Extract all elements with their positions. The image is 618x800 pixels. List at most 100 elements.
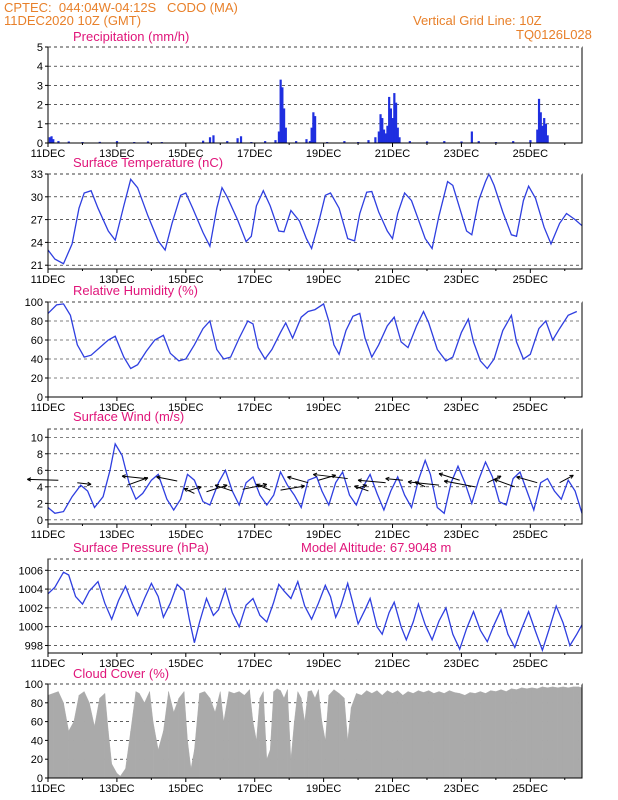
wind-arrow-head: [183, 487, 189, 492]
pressure-ytick-label: 998: [25, 640, 43, 652]
cloud-area: [233, 691, 240, 779]
cloud-area: [58, 691, 64, 779]
precip-bar: [537, 98, 541, 143]
cloud-area: [163, 691, 169, 779]
cloud-area: [490, 690, 497, 779]
cloud-area: [344, 698, 348, 779]
wind-arrow-head: [287, 475, 292, 480]
precip-bar: [314, 116, 317, 143]
rh-xtick-label: 13DEC: [99, 402, 135, 414]
precip-xtick-label: 11DEC: [31, 148, 66, 160]
wind-arrow: [438, 473, 460, 481]
cloud-area: [73, 695, 80, 779]
temp-xtick-label: 19DEC: [306, 274, 342, 286]
precip-bar: [512, 141, 515, 143]
wind-arrow: [256, 483, 271, 491]
temp-xtick-label: 15DEC: [168, 274, 204, 286]
precip-bar: [460, 141, 463, 143]
temp-ytick-label: 33: [31, 169, 43, 181]
rh-xtick-label: 19DEC: [306, 402, 342, 414]
pressure-xtick-label: 21DEC: [375, 658, 411, 670]
wind-title: Surface Wind (m/s): [73, 409, 185, 424]
precip-bar: [212, 135, 215, 143]
wind-arrow-head: [313, 472, 318, 478]
wind-xtick-label: 17DEC: [237, 529, 273, 541]
cloud-area: [469, 692, 476, 779]
precip-bar: [381, 118, 384, 143]
cloud-area: [280, 690, 285, 779]
cloud-area: [190, 749, 195, 779]
cloud-area: [516, 687, 522, 779]
cloud-area: [259, 691, 264, 779]
precip-bar: [379, 114, 382, 143]
cloud-area: [168, 691, 174, 779]
precip-bar: [384, 133, 387, 143]
cloud-area: [449, 690, 455, 779]
precip-ytick-label: 0: [37, 138, 43, 150]
wind-xtick-label: 25DEC: [513, 529, 549, 541]
precip-ytick-label: 5: [37, 42, 43, 54]
cloud-area: [47, 693, 54, 779]
precip-bar: [305, 139, 308, 143]
cloud-area: [266, 749, 271, 779]
cloud-area: [183, 691, 188, 779]
precip-xtick-label: 23DEC: [444, 148, 480, 160]
cloud-area: [220, 691, 224, 779]
precip-bar: [115, 141, 119, 143]
wind-arrow: [77, 482, 92, 485]
precip-xtick-label: 21DEC: [375, 148, 411, 160]
precip-bar: [367, 140, 370, 143]
rh-ytick-label: 40: [31, 354, 43, 366]
cloud-area: [443, 690, 450, 779]
cloud-area: [68, 721, 75, 779]
cloud-area: [366, 690, 373, 779]
cloud-xtick-label: 15DEC: [168, 783, 204, 795]
temp-title: Surface Temperature (nC): [73, 155, 224, 170]
wind-arrow-head: [223, 484, 228, 489]
precip-bar: [312, 112, 315, 143]
cloud-area: [158, 730, 164, 779]
rh-ytick-label: 60: [31, 335, 43, 347]
pressure-frame: [47, 558, 583, 654]
cloud-area: [433, 691, 440, 779]
cloud-area: [480, 691, 486, 779]
cloud-area: [252, 721, 257, 779]
temp-ytick-label: 21: [31, 260, 43, 272]
cloud-area: [307, 690, 312, 779]
temp-xtick-label: 13DEC: [99, 274, 135, 286]
wind-xtick-label: 11DEC: [31, 529, 66, 541]
temp-xtick-label: 25DEC: [513, 274, 549, 286]
cloud-area: [178, 690, 185, 779]
wind-arrow: [287, 476, 309, 484]
station-header: CPTEC: 044:04W-04:12S CODO (MA): [4, 0, 238, 15]
cloud-area: [283, 689, 288, 779]
cloud-area: [526, 687, 533, 779]
rh-xtick-label: 11DEC: [31, 402, 66, 414]
wind-arrow-head: [121, 474, 127, 479]
cloud-area: [270, 691, 274, 779]
precip-bar: [202, 140, 205, 143]
precip-bar: [308, 141, 312, 143]
rh-xtick-label: 17DEC: [237, 402, 273, 414]
precip-bar: [50, 136, 53, 143]
cloud-title: Cloud Cover (%): [73, 666, 170, 681]
pressure-line: [47, 571, 583, 653]
precip-bar: [52, 139, 55, 143]
cloud-area: [392, 690, 398, 779]
wind-arrow-head: [385, 476, 390, 482]
wind-arrow-head: [497, 475, 502, 480]
cloud-area: [475, 691, 481, 779]
wind-arrow-head: [87, 481, 92, 487]
wind-arrow-head: [407, 480, 412, 485]
cloud-area: [290, 721, 295, 779]
grid-note: Vertical Grid Line: 10Z: [413, 13, 542, 28]
wind-xtick-label: 13DEC: [99, 529, 135, 541]
wind-ytick-label: 8: [37, 449, 43, 461]
cloud-area: [506, 688, 512, 779]
rh-xtick-label: 21DEC: [375, 402, 411, 414]
wind-arrow-head: [214, 484, 220, 489]
precip-bar: [386, 125, 389, 143]
precip-bar: [208, 137, 212, 143]
wind-xtick-label: 23DEC: [444, 529, 480, 541]
cloud-area: [89, 702, 95, 779]
